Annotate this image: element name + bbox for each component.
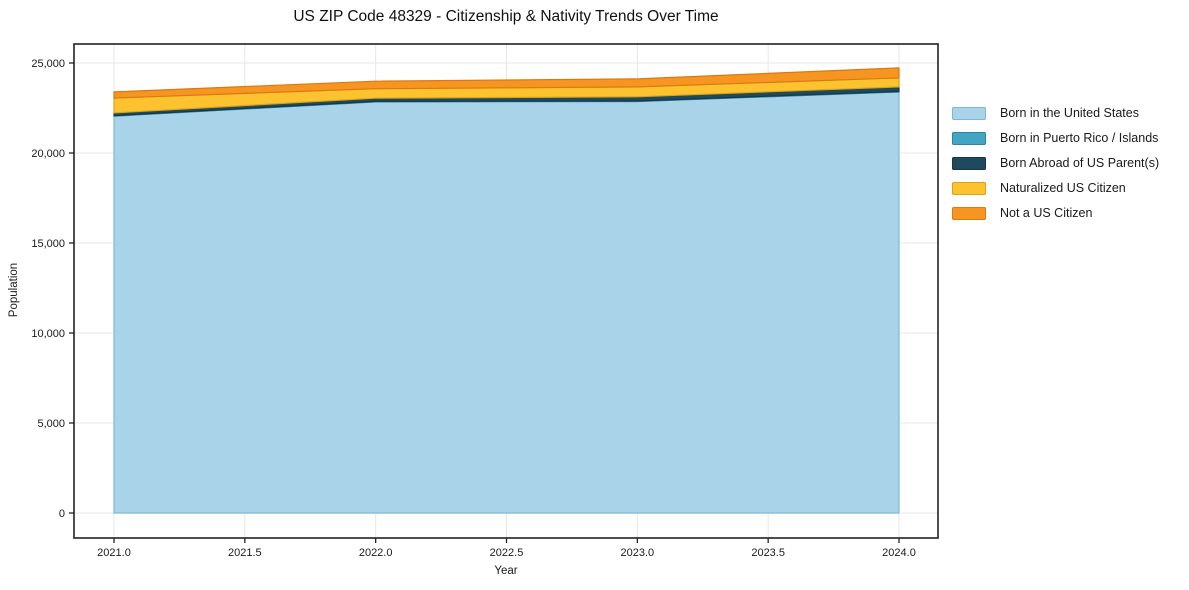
y-tick-label: 0	[59, 508, 65, 520]
x-tick-label: 2023.0	[621, 547, 655, 559]
y-tick-label: 25,000	[31, 58, 65, 70]
legend-label: Born Abroad of US Parent(s)	[1000, 156, 1160, 170]
legend-item-2: Born Abroad of US Parent(s)	[952, 156, 1159, 170]
legend-swatch	[952, 156, 986, 170]
y-tick-label: 20,000	[31, 148, 65, 160]
legend-item-0: Born in the United States	[952, 106, 1159, 120]
legend-label: Born in the United States	[1000, 106, 1139, 120]
area-series-0	[113, 91, 900, 514]
x-tick-label: 2023.5	[751, 547, 785, 559]
legend-label: Not a US Citizen	[1000, 206, 1093, 220]
legend-swatch	[952, 131, 986, 145]
x-tick-label: 2022.5	[490, 547, 524, 559]
legend: Born in the United States Born in Puerto …	[952, 106, 1159, 220]
x-axis-label: Year	[494, 565, 518, 577]
legend-swatch	[952, 106, 986, 120]
legend-item-3: Naturalized US Citizen	[952, 181, 1159, 195]
x-tick-label: 2024.0	[882, 547, 916, 559]
x-tick-label: 2021.5	[228, 547, 262, 559]
y-tick-label: 5,000	[37, 418, 65, 430]
legend-item-4: Not a US Citizen	[952, 206, 1159, 220]
legend-swatch	[952, 181, 986, 195]
x-tick-label: 2022.0	[359, 547, 393, 559]
area-series-4	[113, 67, 900, 99]
y-tick-label: 10,000	[31, 328, 65, 340]
y-tick-label: 15,000	[31, 238, 65, 250]
legend-label: Born in Puerto Rico / Islands	[1000, 131, 1159, 145]
legend-swatch	[952, 206, 986, 220]
x-tick-label: 2021.0	[97, 547, 131, 559]
legend-item-1: Born in Puerto Rico / Islands	[952, 131, 1159, 145]
legend-label: Naturalized US Citizen	[1000, 181, 1126, 195]
chart-title: US ZIP Code 48329 - Citizenship & Nativi…	[293, 8, 719, 25]
